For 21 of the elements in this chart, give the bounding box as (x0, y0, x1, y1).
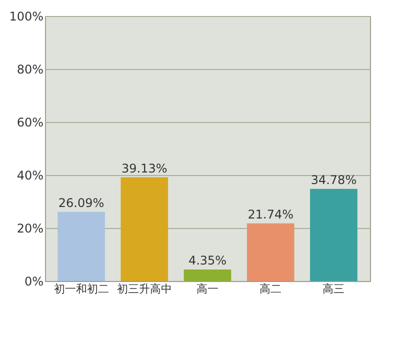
y-tick-label: 40% (16, 168, 44, 182)
bar (310, 188, 358, 281)
x-tick-label: 高一 (196, 282, 218, 296)
data-label: 39.13% (122, 161, 168, 176)
bar (120, 177, 168, 281)
data-label: 21.74% (248, 207, 294, 222)
data-label: 4.35% (188, 253, 227, 268)
x-tick-label: 高三 (322, 282, 345, 296)
y-tick-label: 80% (16, 62, 44, 76)
bar (184, 269, 232, 281)
y-tick-label: 0% (24, 274, 44, 288)
data-label: 34.78% (310, 172, 357, 187)
data-label: 26.09% (58, 196, 104, 210)
x-tick-label: 初三升高中 (116, 282, 172, 296)
x-tick-label: 初一和初二 (54, 282, 109, 296)
x-tick-label: 高二 (260, 282, 282, 296)
y-tick-label: 60% (16, 116, 44, 130)
y-tick-label: 100% (9, 10, 44, 24)
bar (58, 212, 105, 281)
bar (246, 223, 294, 281)
y-tick-label: 20% (16, 222, 44, 236)
